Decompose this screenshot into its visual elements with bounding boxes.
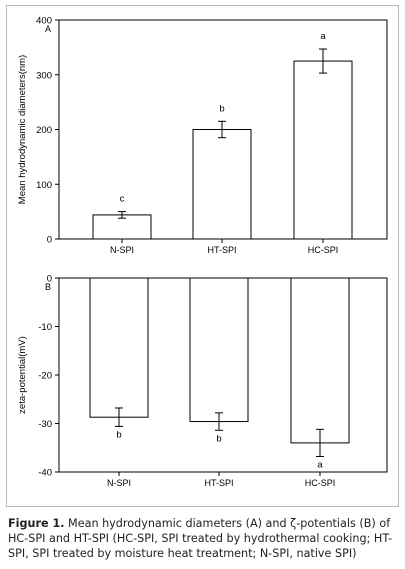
bar	[192, 129, 252, 240]
significance-label: a	[317, 459, 323, 470]
y-tick-label: 0	[47, 274, 52, 285]
x-tick-label: N-SPI	[107, 478, 131, 488]
x-tick-label: HC-SPI	[308, 245, 339, 255]
bar	[89, 277, 149, 418]
x-tick-label: HT-SPI	[204, 478, 233, 488]
panel-label: A	[45, 24, 51, 34]
caption-text: Mean hydrodynamic diameters (A) and ζ-po…	[8, 517, 393, 560]
y-tick-label: 100	[36, 180, 52, 191]
chart-panel-a: A 0 100 200 300 400 Mean hydrodynamic diameter…	[17, 16, 388, 255]
y-tick-label: 0	[47, 235, 52, 246]
figure-caption: Figure 1. Mean hydrodynamic diameters (A…	[8, 516, 400, 561]
y-tick-label: 200	[36, 125, 52, 136]
bar	[92, 214, 152, 240]
y-tick-label: 300	[36, 70, 52, 81]
y-axis-label: Mean hydrodynamic diameters(nm)	[17, 55, 28, 204]
x-tick-label: N-SPI	[110, 245, 134, 255]
y-axis-label: zeta-potential(mV)	[17, 336, 28, 414]
bar	[189, 277, 249, 423]
panel-label: B	[45, 282, 51, 292]
x-tick-label: HT-SPI	[207, 245, 236, 255]
y-tick-label: -10	[38, 322, 52, 333]
significance-label: c	[120, 194, 125, 205]
bar	[293, 60, 353, 240]
significance-label: a	[320, 31, 326, 42]
y-tick-label: -40	[38, 468, 52, 479]
bar	[290, 277, 350, 444]
y-tick-label: 400	[36, 16, 52, 27]
chart-panel-b: B0 -10 -20 -30 -40 zeta-potential(mV) b N-SPI b H…	[17, 274, 388, 488]
y-tick-label: -20	[38, 371, 52, 382]
significance-label: b	[216, 433, 221, 444]
x-tick-label: HC-SPI	[305, 478, 336, 488]
y-tick-label: -30	[38, 419, 52, 430]
caption-label: Figure 1.	[8, 517, 65, 530]
charts-svg: A 0 100 200 300 400 Mean hydrodynamic diameter…	[17, 16, 388, 488]
significance-label: b	[219, 103, 224, 114]
significance-label: b	[116, 429, 121, 440]
